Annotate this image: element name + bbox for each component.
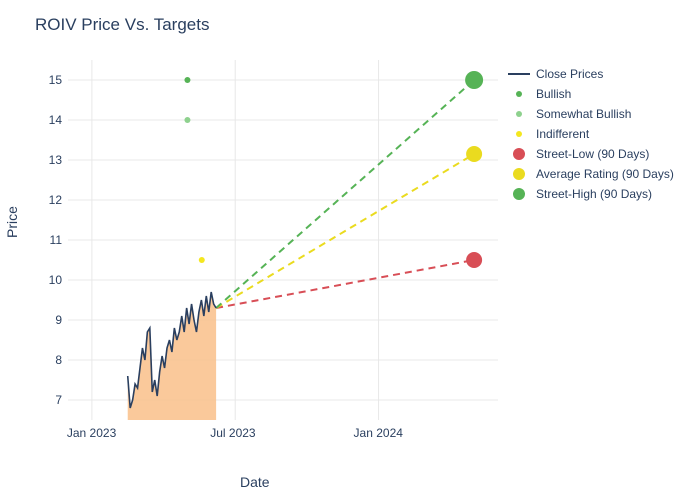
x-tick-label: Jan 2023 xyxy=(67,426,116,440)
plot-area xyxy=(68,60,498,420)
legend-label: Somewhat Bullish xyxy=(536,107,631,121)
y-tick-label: 14 xyxy=(49,113,62,127)
chart-title: ROIV Price Vs. Targets xyxy=(35,15,209,35)
legend-label: Street-High (90 Days) xyxy=(536,187,652,201)
legend-dot-swatch xyxy=(508,131,530,137)
legend-dot-swatch xyxy=(508,148,530,160)
x-tick-label: Jan 2024 xyxy=(354,426,403,440)
y-tick-label: 13 xyxy=(49,153,62,167)
y-axis-label: Price xyxy=(4,206,20,238)
legend: Close Prices Bullish Somewhat Bullish Indif… xyxy=(508,66,674,206)
legend-item: Street-Low (90 Days) xyxy=(508,146,674,162)
legend-item: Bullish xyxy=(508,86,674,102)
y-tick-label: 9 xyxy=(55,313,62,327)
legend-label: Close Prices xyxy=(536,67,603,81)
legend-item: Close Prices xyxy=(508,66,674,82)
legend-dot-swatch xyxy=(508,188,530,200)
y-tick-label: 10 xyxy=(49,273,62,287)
x-tick-label: Jul 2023 xyxy=(210,426,255,440)
x-axis-label: Date xyxy=(240,474,270,490)
legend-label: Bullish xyxy=(536,87,571,101)
legend-label: Street-Low (90 Days) xyxy=(536,147,649,161)
legend-dot-swatch xyxy=(508,91,530,97)
legend-item: Somewhat Bullish xyxy=(508,106,674,122)
chart-container: ROIV Price Vs. Targets Price Date Jan 20… xyxy=(0,0,700,500)
plot-svg xyxy=(68,60,498,420)
legend-item: Average Rating (90 Days) xyxy=(508,166,674,182)
legend-item: Indifferent xyxy=(508,126,674,142)
y-tick-label: 11 xyxy=(50,233,62,247)
y-tick-label: 15 xyxy=(49,73,62,87)
legend-item: Street-High (90 Days) xyxy=(508,186,674,202)
legend-dot-swatch xyxy=(508,111,530,117)
legend-dot-swatch xyxy=(508,168,530,180)
y-tick-label: 8 xyxy=(55,353,62,367)
y-tick-label: 12 xyxy=(49,193,62,207)
legend-line-swatch xyxy=(508,73,530,75)
legend-label: Indifferent xyxy=(536,127,589,141)
y-tick-label: 7 xyxy=(55,393,62,407)
legend-label: Average Rating (90 Days) xyxy=(536,167,674,181)
